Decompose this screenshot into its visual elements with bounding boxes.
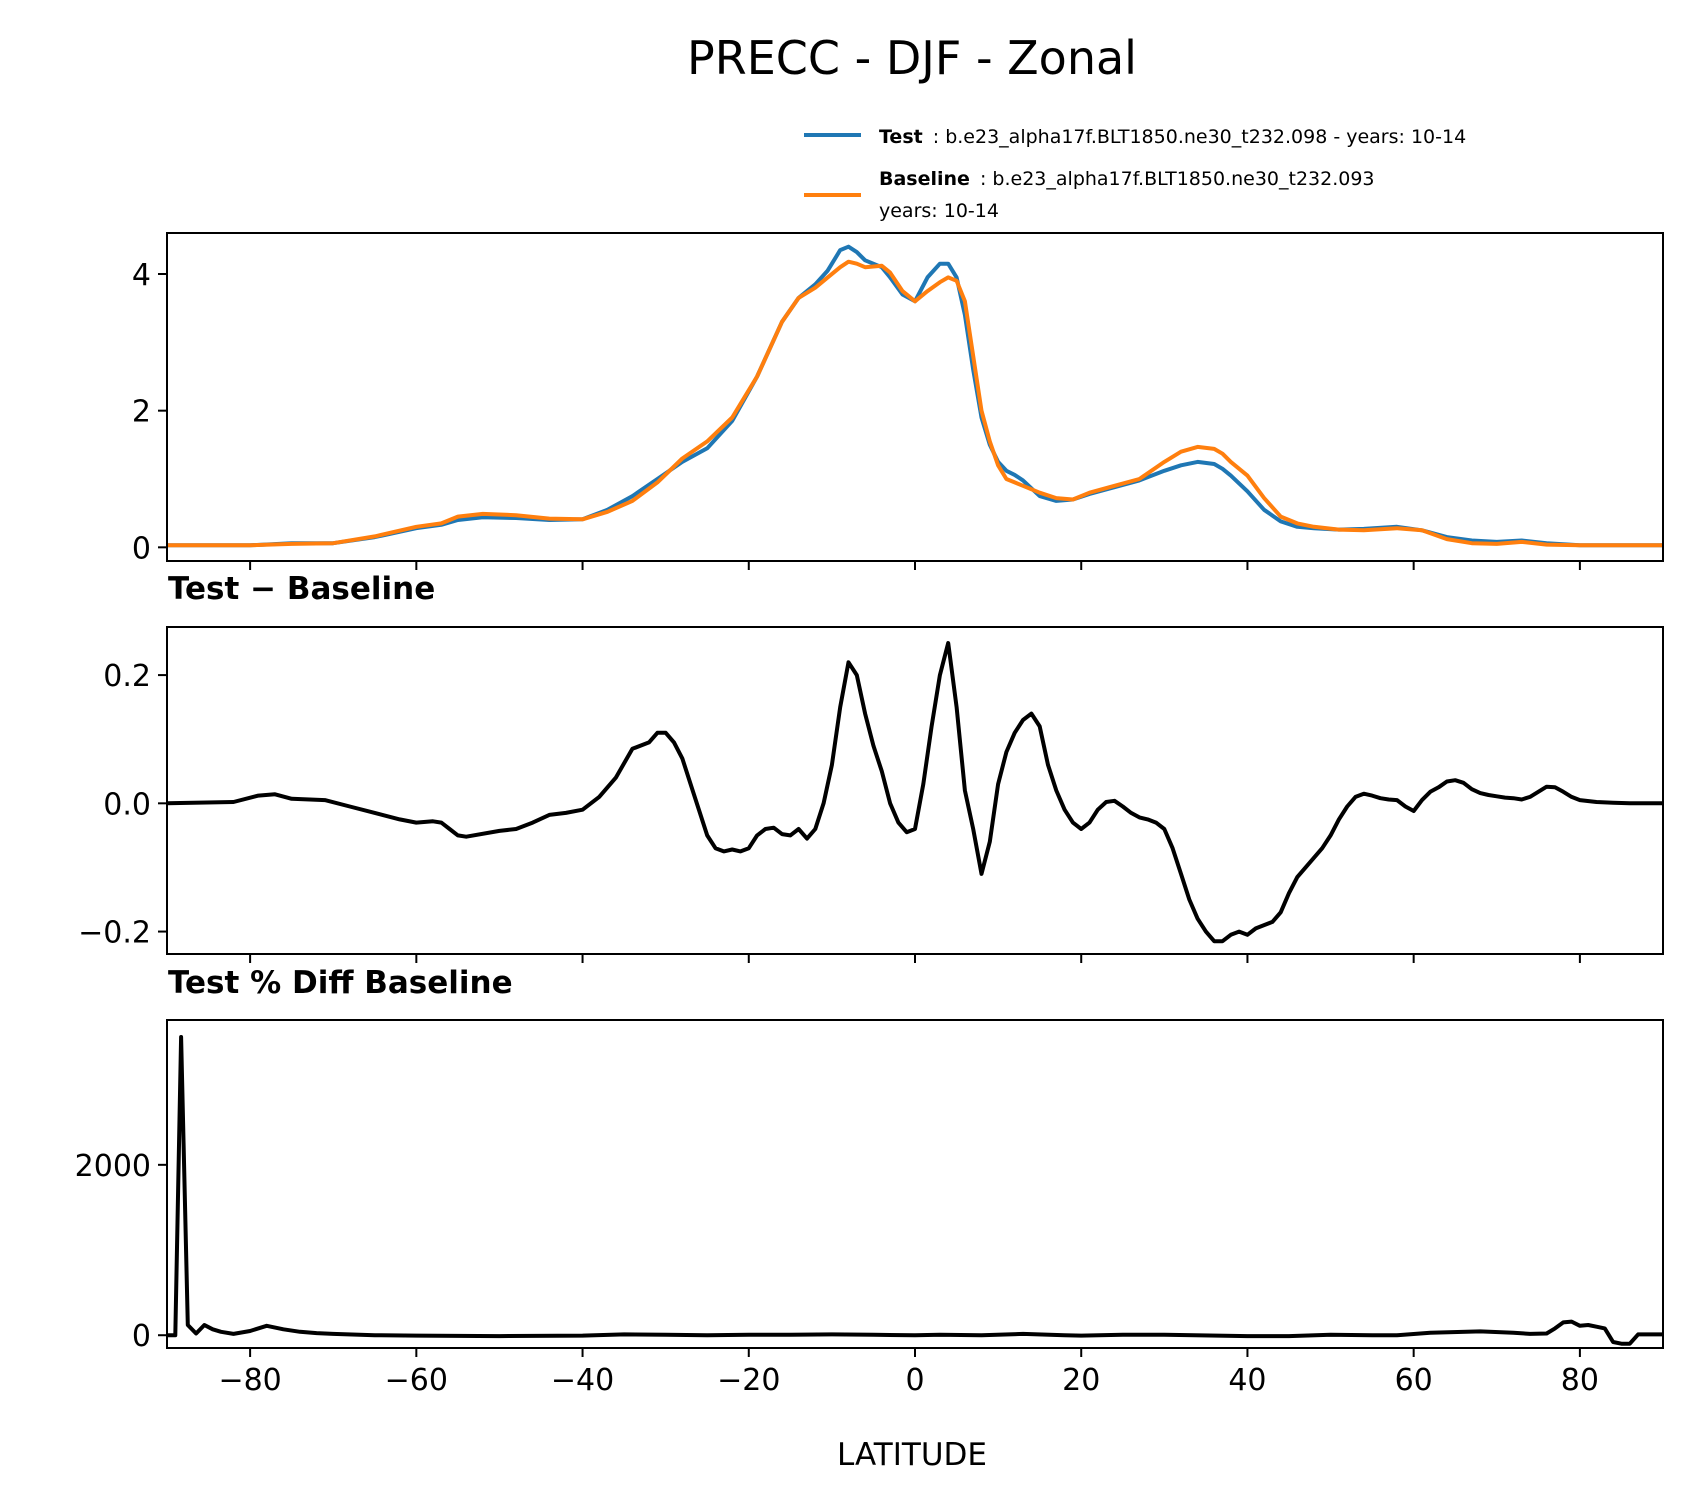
plot-frame — [166, 626, 1664, 955]
legend-baseline-text: : b.e23_alpha17f.BLT1850.ne30_t232.093 — [980, 168, 1375, 190]
x-tick-label: 60 — [1395, 1363, 1433, 1398]
plot-frame — [166, 232, 1664, 562]
legend-baseline-name: Baseline — [879, 168, 970, 190]
series-line-test-diff-baseline — [167, 1035, 1663, 1346]
y-tick-label: 4 — [132, 258, 151, 293]
x-tick-label: −40 — [551, 1363, 614, 1398]
panel-test-baseline: 0 2 4 — [132, 232, 1664, 570]
panel-difference: Test − Baseline −0.2 0.0 0.2 — [78, 571, 1664, 963]
series-line-baseline — [167, 259, 1663, 548]
legend-test-label: Test : b.e23_alpha17f.BLT1850.ne30_t232.… — [879, 126, 1466, 148]
series-line-test — [167, 244, 1663, 548]
figure-title: PRECC - DJF - Zonal — [687, 31, 1137, 85]
legend-test-text: : b.e23_alpha17f.BLT1850.ne30_t232.098 -… — [933, 126, 1466, 148]
legend-baseline-years: years: 10-14 — [879, 200, 999, 222]
y-tick-label: 0 — [132, 531, 151, 566]
y-tick-label: 2000 — [75, 1149, 151, 1184]
x-tick-label: −20 — [717, 1363, 780, 1398]
y-tick-label: 2 — [132, 395, 151, 430]
legend-test-name: Test — [879, 126, 923, 148]
series-line-test-baseline — [167, 641, 1663, 944]
x-tick-label: −80 — [218, 1363, 281, 1398]
legend: Test : b.e23_alpha17f.BLT1850.ne30_t232.… — [804, 126, 1466, 222]
y-tick-label: 0.0 — [103, 787, 151, 822]
panel-title-percent-diff: Test % Diff Baseline — [168, 965, 513, 1001]
x-axis-label: LATITUDE — [837, 1437, 987, 1473]
y-tick-label: 0.2 — [103, 659, 151, 694]
y-tick-label: −0.2 — [78, 916, 151, 951]
x-tick-label: 20 — [1062, 1363, 1100, 1398]
plot-frame — [166, 1019, 1664, 1349]
y-tick-label: 0 — [132, 1319, 151, 1354]
x-tick-label: 80 — [1561, 1363, 1599, 1398]
x-tick-label: 40 — [1228, 1363, 1266, 1398]
x-tick-label: −60 — [385, 1363, 448, 1398]
x-tick-label: 0 — [905, 1363, 924, 1398]
panel-percent-diff: Test % Diff Baseline 0 2000 −80 −60 −40 −20 0 2… — [75, 965, 1664, 1398]
legend-baseline-label: Baseline : b.e23_alpha17f.BLT1850.ne30_t… — [879, 168, 1375, 190]
panel-title-difference: Test − Baseline — [168, 571, 435, 607]
